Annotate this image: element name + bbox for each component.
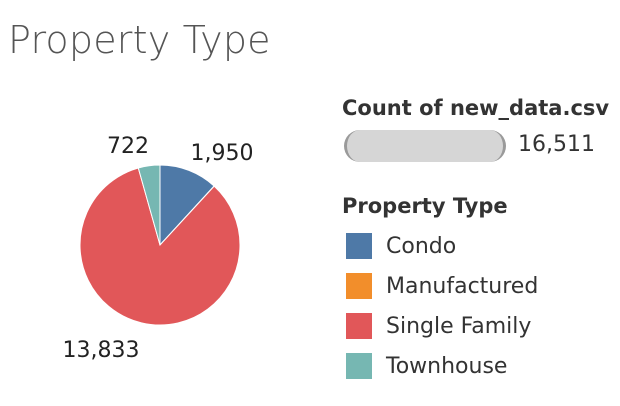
legend-item-manufactured[interactable]: Manufactured xyxy=(342,266,612,306)
size-legend: Count of new_data.csv 16,511 xyxy=(342,96,612,164)
size-legend-title: Count of new_data.csv xyxy=(342,96,610,120)
pie-label-condo: 1,950 xyxy=(191,141,254,166)
legend-label-condo: Condo xyxy=(386,233,457,259)
size-legend-row: 16,511 xyxy=(342,128,612,164)
color-legend-title: Property Type xyxy=(342,194,508,218)
legend-swatch-manufactured xyxy=(346,273,372,299)
chart-title: Property Type xyxy=(8,18,271,62)
legend-item-townhouse[interactable]: Townhouse xyxy=(342,346,612,386)
legend-label-single-family: Single Family xyxy=(386,313,532,339)
legend-item-single-family[interactable]: Single Family xyxy=(342,306,612,346)
size-legend-bar xyxy=(344,130,506,162)
pie-label-townhouse: 722 xyxy=(107,134,149,159)
legend-label-townhouse: Townhouse xyxy=(386,353,508,379)
legend-swatch-single-family xyxy=(346,313,372,339)
pie-slice-single-family[interactable] xyxy=(79,167,241,326)
legend-swatch-condo xyxy=(346,233,372,259)
legend-swatch-townhouse xyxy=(346,353,372,379)
legend-label-manufactured: Manufactured xyxy=(386,273,539,299)
color-legend: Property Type Condo Manufactured Single … xyxy=(342,194,612,386)
size-legend-value: 16,511 xyxy=(518,132,595,157)
pie-label-single-family: 13,833 xyxy=(63,338,140,363)
pie-slice-townhouse[interactable] xyxy=(137,164,161,246)
legend-item-condo[interactable]: Condo xyxy=(342,226,612,266)
